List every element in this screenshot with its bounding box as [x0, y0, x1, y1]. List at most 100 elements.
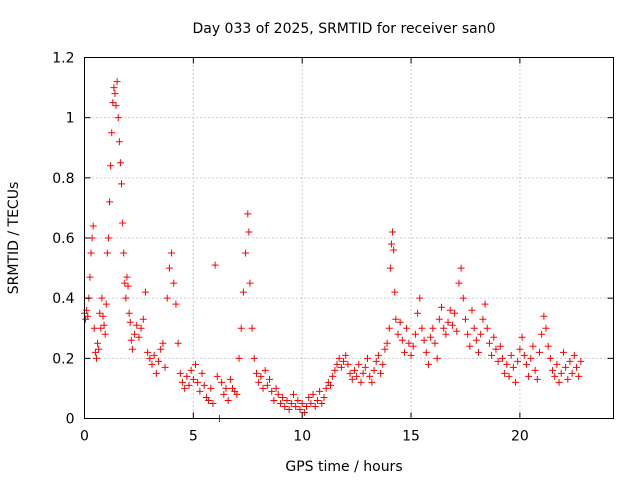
data-point — [272, 384, 280, 392]
data-point — [86, 273, 94, 281]
data-point — [507, 351, 515, 359]
y-tick-label: 0.2 — [52, 351, 74, 367]
data-point — [340, 357, 348, 365]
data-point — [170, 279, 178, 287]
data-point — [346, 369, 354, 377]
data-point — [150, 351, 158, 359]
data-point — [503, 360, 511, 368]
data-point — [91, 348, 99, 356]
data-point — [245, 228, 253, 236]
data-point — [294, 396, 302, 404]
data-point — [379, 360, 387, 368]
data-point — [429, 324, 437, 332]
data-point — [368, 378, 376, 386]
data-point — [505, 372, 513, 380]
data-point — [266, 375, 274, 383]
data-point — [222, 384, 230, 392]
data-point — [329, 372, 337, 380]
data-point — [394, 330, 402, 338]
data-point — [307, 399, 315, 407]
data-point — [220, 390, 228, 398]
data-point — [422, 348, 430, 356]
data-point — [97, 324, 105, 332]
data-point — [183, 372, 191, 380]
data-point — [187, 366, 195, 374]
data-point — [189, 375, 197, 383]
data-point — [283, 396, 291, 404]
data-point — [163, 294, 171, 302]
data-point — [87, 249, 95, 257]
data-point — [96, 309, 104, 317]
data-point — [514, 357, 522, 365]
data-point — [348, 375, 356, 383]
data-point — [127, 336, 135, 344]
data-point — [239, 288, 247, 296]
data-point — [364, 354, 372, 362]
data-point — [546, 354, 554, 362]
data-point — [211, 261, 219, 269]
data-point — [326, 381, 334, 389]
data-point — [161, 363, 169, 371]
data-point — [431, 339, 439, 347]
data-point — [555, 378, 563, 386]
data-point — [192, 360, 200, 368]
data-point — [218, 378, 226, 386]
data-point — [372, 357, 380, 365]
y-tick-label: 0.4 — [52, 291, 74, 307]
data-point — [237, 324, 245, 332]
data-point — [209, 399, 217, 407]
data-point — [564, 375, 572, 383]
data-point — [477, 330, 485, 338]
data-point — [370, 366, 378, 374]
data-point — [146, 354, 154, 362]
data-point — [374, 351, 382, 359]
data-point — [387, 240, 395, 248]
data-point — [174, 339, 182, 347]
data-point — [303, 402, 311, 410]
x-tick-label: 5 — [189, 429, 198, 445]
data-point — [233, 390, 241, 398]
data-point — [438, 303, 446, 311]
data-point — [261, 366, 269, 374]
data-point — [131, 330, 139, 338]
data-point — [205, 396, 213, 404]
data-point — [259, 384, 267, 392]
data-point — [512, 378, 520, 386]
data-point — [516, 345, 524, 353]
data-point — [470, 324, 478, 332]
x-tick-label: 20 — [511, 429, 529, 445]
data-point — [289, 390, 297, 398]
data-point — [119, 219, 127, 227]
data-point — [383, 339, 391, 347]
data-point — [559, 348, 567, 356]
data-point — [520, 351, 528, 359]
data-point — [535, 348, 543, 356]
data-point — [531, 366, 539, 374]
data-point — [144, 348, 152, 356]
data-point — [405, 339, 413, 347]
data-point — [292, 402, 300, 410]
data-point — [165, 264, 173, 272]
data-point — [268, 387, 276, 395]
data-point — [538, 330, 546, 338]
data-point — [92, 354, 100, 362]
data-point — [359, 369, 367, 377]
data-point — [390, 246, 398, 254]
data-point — [108, 129, 116, 137]
data-point — [494, 357, 502, 365]
tick-labels: 0 5 10 15 20 0 0.2 0.4 0.6 0.8 1 1.2 — [52, 51, 529, 445]
data-point — [572, 363, 580, 371]
data-point — [357, 378, 365, 386]
data-point — [89, 222, 97, 230]
data-point — [488, 351, 496, 359]
data-point — [509, 363, 517, 371]
data-point — [126, 318, 134, 326]
data-point — [385, 324, 393, 332]
data-point — [444, 318, 452, 326]
data-point — [411, 330, 419, 338]
data-point — [544, 342, 552, 350]
data-point — [381, 345, 389, 353]
data-point — [213, 372, 221, 380]
data-point — [148, 360, 156, 368]
data-point — [457, 264, 465, 272]
